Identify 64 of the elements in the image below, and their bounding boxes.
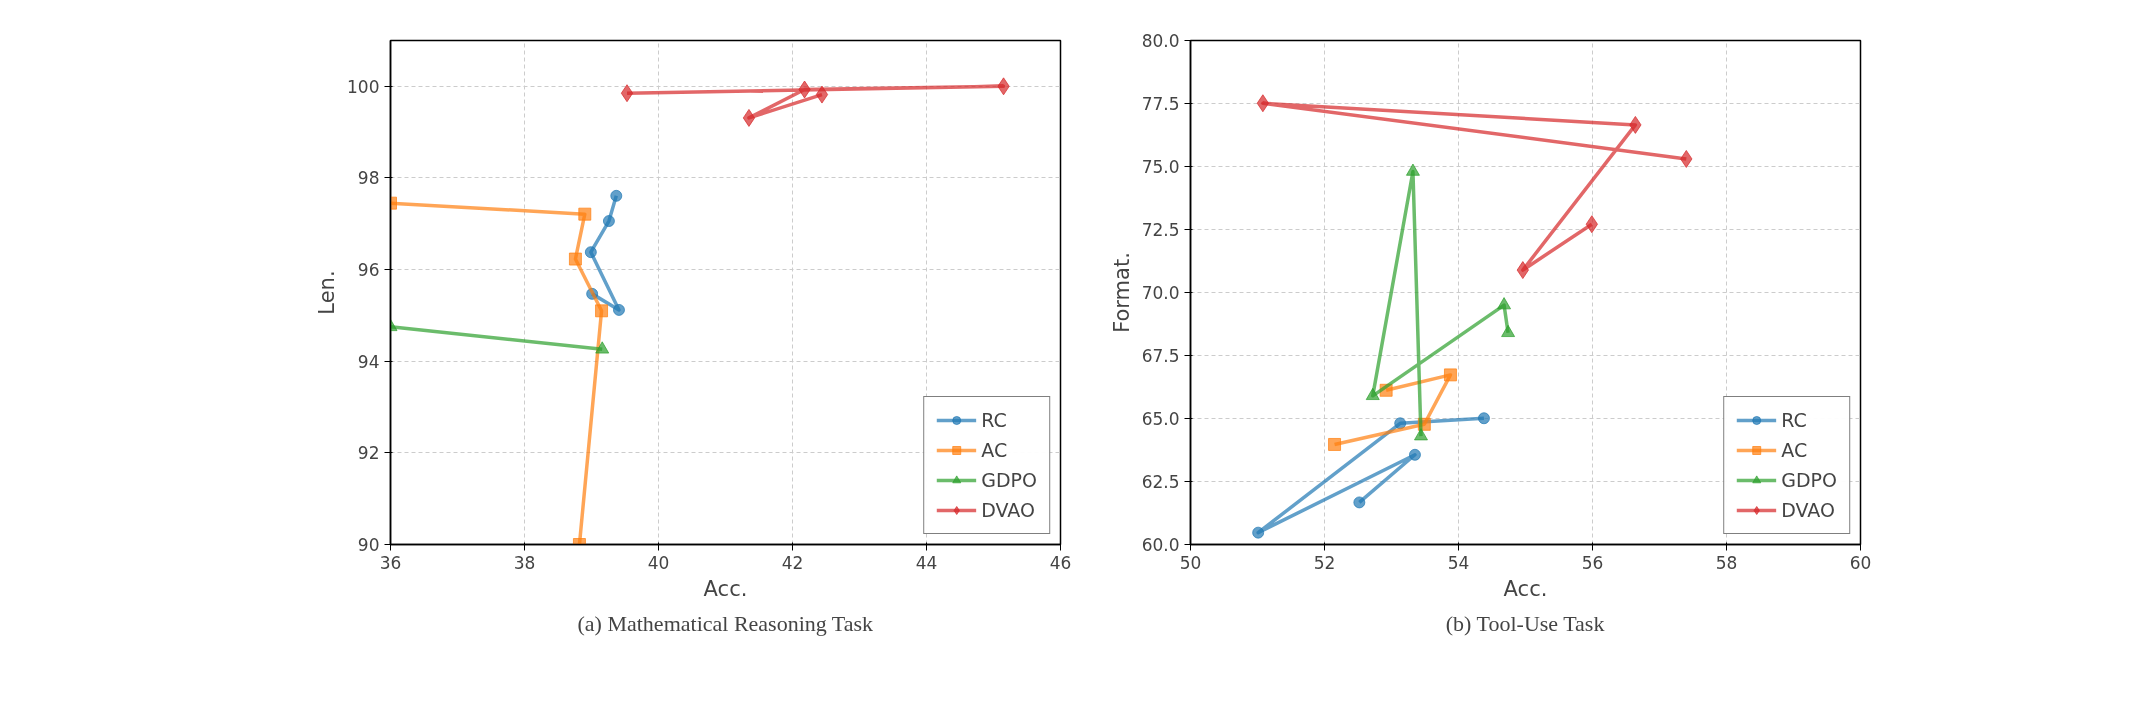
point bbox=[1256, 94, 1270, 113]
y-tick-label: 67.5 bbox=[1141, 346, 1180, 366]
point bbox=[612, 303, 625, 316]
point bbox=[1408, 448, 1421, 461]
point bbox=[1443, 368, 1457, 382]
x-tick-label: 50 bbox=[1179, 552, 1202, 573]
point bbox=[595, 304, 609, 318]
y-axis-title: Len. bbox=[315, 270, 340, 315]
x-tick-label: 40 bbox=[647, 552, 670, 573]
x-tick-label: 56 bbox=[1581, 552, 1604, 573]
y-tick-label: 72.5 bbox=[1141, 220, 1180, 240]
point bbox=[610, 189, 623, 202]
x-tick-label: 60 bbox=[1849, 552, 1872, 573]
y-tick-label: 96 bbox=[357, 260, 380, 281]
y-axis-title: Format. bbox=[1109, 252, 1134, 333]
point bbox=[1328, 437, 1342, 451]
point bbox=[742, 108, 756, 127]
point bbox=[568, 252, 582, 266]
legend-label: DVAO bbox=[1781, 499, 1835, 521]
x-tick-label: 46 bbox=[1049, 552, 1072, 573]
legend-label: GDPO bbox=[1781, 469, 1837, 491]
y-tick-label: 98 bbox=[357, 168, 380, 189]
y-tick-label: 80.0 bbox=[1141, 31, 1180, 51]
point bbox=[1405, 163, 1420, 176]
point bbox=[1394, 417, 1407, 430]
x-tick-label: 38 bbox=[513, 552, 536, 573]
point bbox=[578, 207, 592, 221]
x-axis-title: Acc. bbox=[1503, 576, 1548, 601]
y-tick-label: 92 bbox=[357, 443, 380, 464]
point bbox=[1413, 428, 1428, 441]
point bbox=[815, 85, 829, 104]
point bbox=[1353, 496, 1366, 509]
point bbox=[1252, 526, 1265, 539]
legend-label: RC bbox=[981, 409, 1007, 431]
point bbox=[602, 215, 615, 228]
y-tick-label: 60.0 bbox=[1141, 535, 1180, 555]
point bbox=[620, 84, 634, 103]
text: (b) Tool-Use Task bbox=[1445, 610, 1605, 636]
legend-label: AC bbox=[981, 439, 1008, 461]
x-axis-title: Acc. bbox=[703, 576, 748, 601]
point bbox=[1497, 297, 1512, 310]
y-tick-label: 90 bbox=[357, 535, 380, 555]
x-tick-label: 44 bbox=[915, 552, 938, 573]
y-tick-label: 77.5 bbox=[1141, 94, 1180, 114]
text: (a) Mathematical Reasoning Task bbox=[577, 610, 874, 636]
legend-label: DVAO bbox=[981, 499, 1035, 521]
legend-label: GDPO bbox=[981, 469, 1037, 491]
point bbox=[1365, 387, 1380, 401]
y-tick-label: 65.0 bbox=[1141, 409, 1180, 429]
x-tick-label: 58 bbox=[1715, 552, 1738, 573]
x-tick-label: 36 bbox=[379, 552, 402, 573]
legend-label: AC bbox=[1781, 439, 1808, 461]
y-tick-label: 100 bbox=[347, 76, 380, 97]
point bbox=[584, 246, 597, 259]
point bbox=[1501, 324, 1516, 338]
legend-label: RC bbox=[1781, 409, 1807, 431]
y-tick-label: 62.5 bbox=[1141, 472, 1180, 492]
point bbox=[1477, 412, 1490, 425]
x-tick-label: 54 bbox=[1447, 552, 1470, 573]
y-tick-label: 94 bbox=[357, 351, 380, 372]
x-tick-label: 52 bbox=[1313, 552, 1336, 573]
x-tick-label: 42 bbox=[781, 552, 804, 573]
y-tick-label: 70.0 bbox=[1141, 283, 1180, 303]
y-tick-label: 75.0 bbox=[1141, 157, 1180, 177]
